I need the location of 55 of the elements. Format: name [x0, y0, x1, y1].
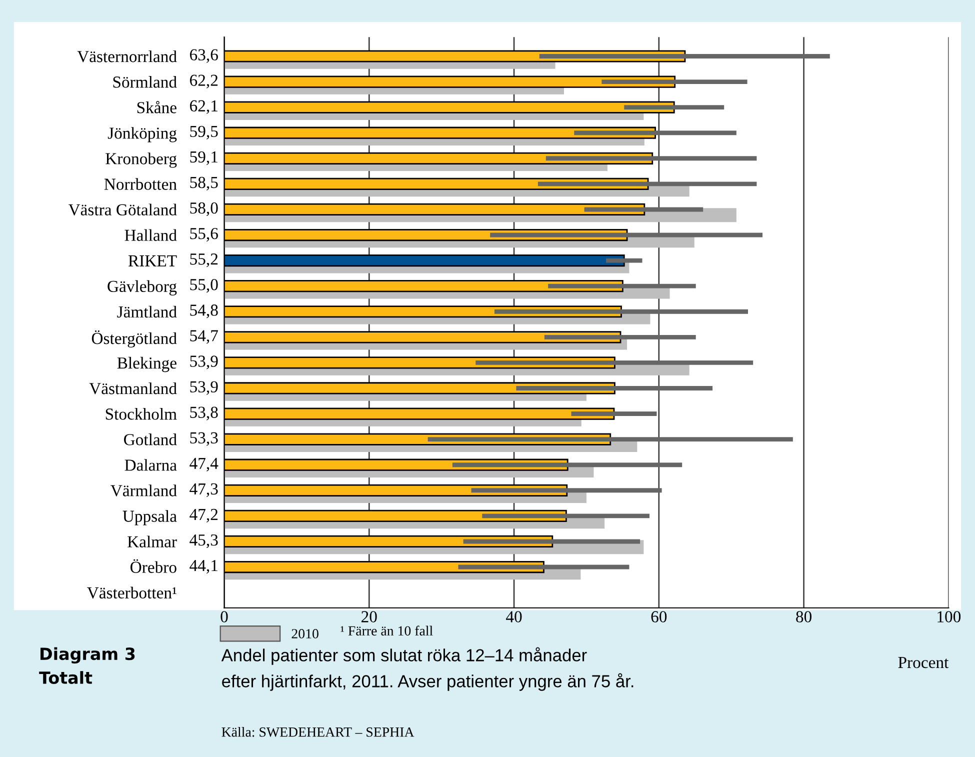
y-tick-label: Örebro — [130, 559, 176, 573]
data-label: 47,2 — [190, 508, 218, 523]
x-tick-label: 0 — [220, 611, 228, 622]
y-tick-label: Gotland — [124, 434, 177, 446]
legend-label: 2010 — [292, 629, 318, 638]
y-tick-label: Västra Götaland — [68, 204, 177, 216]
text: ¹ Färre än 10 fall — [340, 626, 433, 636]
y-tick-label: Kronoberg — [106, 152, 177, 168]
data-label: 47,3 — [190, 483, 218, 497]
y-tick-label: Halland — [124, 229, 177, 241]
data-label: 62,1 — [190, 100, 218, 114]
data-label: 55,2 — [190, 254, 218, 268]
y-tick-label: Uppsala — [122, 510, 177, 526]
y-tick-label: Jönköping — [108, 127, 177, 142]
data-label: 53,9 — [190, 356, 218, 370]
y-tick-label: Västerbotten¹ — [87, 586, 176, 599]
data-label: 44,1 — [190, 560, 218, 574]
y-tick-label: Västernorrland — [77, 50, 177, 62]
text: Källa: SWEDEHEART – SEPHIA — [222, 726, 414, 737]
data-label: 53,8 — [190, 406, 218, 420]
y-tick-label: Kalmar — [128, 536, 177, 548]
y-tick-label: Jämtland — [117, 306, 177, 318]
x-tick-label: 40 — [506, 611, 522, 622]
x-tick-label: 100 — [938, 611, 961, 622]
data-label: 59,5 — [190, 126, 218, 140]
y-tick-label: Skåne — [137, 101, 176, 114]
y-tick-label: Stockholm — [106, 408, 177, 420]
y-tick-label: Norrbotten — [104, 178, 177, 190]
data-label: 58,0 — [190, 202, 218, 216]
data-label: 53,3 — [190, 432, 218, 446]
text: Diagram 3 Totalt — [39, 647, 135, 684]
x-tick-label: 60 — [651, 611, 667, 622]
y-tick-label: Gävleborg — [108, 280, 177, 296]
data-label: 53,9 — [190, 381, 218, 395]
y-tick-label: RIKET — [128, 255, 177, 266]
data-label: 59,1 — [190, 151, 218, 165]
data-label: 54,8 — [190, 304, 218, 318]
data-label: 63,6 — [190, 49, 218, 63]
x-axis-title: Procent — [898, 657, 949, 668]
y-tick-label: Blekinge — [117, 356, 176, 372]
text: Andel patienter som slutat röka 12–14 månader efter hjärtinfarkt, 2011. Avser patienter yngre än 75 år. — [221, 647, 634, 691]
y-tick-label: Dalarna — [124, 459, 177, 471]
data-label: 55,6 — [190, 228, 218, 242]
y-tick-label: Östergötland — [92, 330, 177, 348]
y-tick-label: Västmanland — [89, 382, 177, 394]
y-tick-label: Sörmland — [113, 76, 177, 88]
x-tick-label: 80 — [796, 611, 812, 622]
data-label: 45,3 — [190, 534, 218, 548]
data-label: 55,0 — [190, 279, 218, 293]
x-tick-label: 20 — [362, 611, 377, 622]
data-label: 54,7 — [190, 330, 218, 344]
data-label: 47,4 — [190, 458, 218, 472]
data-label: 62,2 — [190, 74, 218, 88]
data-label: 58,5 — [190, 176, 218, 191]
y-tick-label: Värmland — [110, 484, 177, 496]
